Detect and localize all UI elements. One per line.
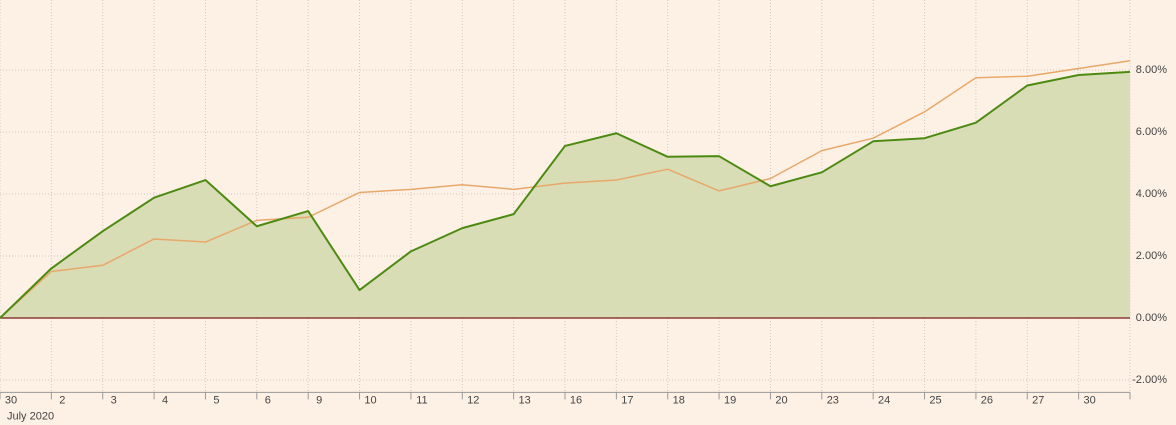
x-tick-label: 26 xyxy=(981,394,993,406)
x-tick-label: 2 xyxy=(59,394,65,406)
line xyxy=(0,59,1131,319)
x-tick-label: 20 xyxy=(775,394,787,406)
x-tick-label: 19 xyxy=(724,394,736,406)
x-tick-label: 5 xyxy=(213,394,219,406)
x-tick-label: 11 xyxy=(416,394,427,406)
x-sublabel: July 2020 xyxy=(7,410,54,422)
x-tick-label: 30 xyxy=(1084,394,1096,406)
y-tick-label: 4.00% xyxy=(1136,188,1167,200)
y-tick-label: 0.00% xyxy=(1136,312,1167,324)
x-tick-label: 3 xyxy=(111,394,117,406)
x-tick-label: 4 xyxy=(162,394,168,406)
x-tick-label: 12 xyxy=(467,394,479,406)
x-tick-label: 17 xyxy=(621,394,633,406)
x-tick-label: 23 xyxy=(827,394,839,406)
line xyxy=(0,70,1131,319)
x-tick-label: 30 xyxy=(5,394,17,406)
x-tick-label: 10 xyxy=(364,394,376,406)
x-tick-label: 16 xyxy=(570,394,582,406)
y-tick-label: 8.00% xyxy=(1136,64,1167,76)
y-tick-label: -2.00% xyxy=(1132,374,1167,386)
x-tick-label: 24 xyxy=(878,394,890,406)
x-tick-label: 6 xyxy=(265,394,271,406)
x-tick-label: 27 xyxy=(1032,394,1044,406)
y-tick-label: 6.00% xyxy=(1136,126,1167,138)
x-tick-label: 25 xyxy=(929,394,941,406)
area xyxy=(0,71,1130,318)
x-tick-label: 18 xyxy=(673,394,685,406)
x-tick-label: 13 xyxy=(519,394,531,406)
y-tick-label: 2.00% xyxy=(1136,250,1167,262)
x-tick-label: 9 xyxy=(316,394,322,406)
